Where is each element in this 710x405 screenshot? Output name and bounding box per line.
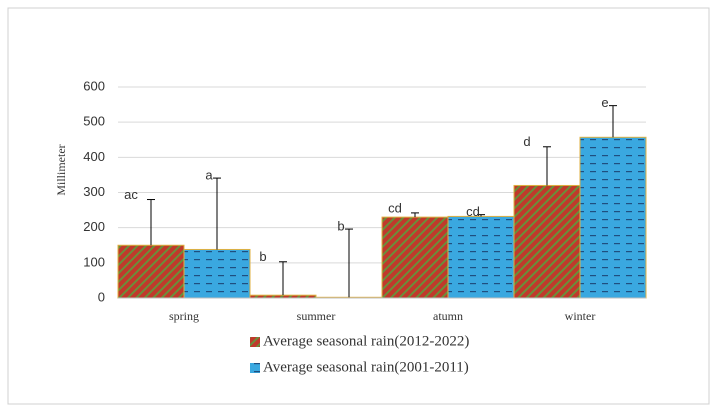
y-tick-label: 200 [83,219,105,234]
bar [513,184,581,299]
bar [183,248,251,299]
bar [447,215,515,299]
y-tick-label: 500 [83,114,105,129]
legend-swatch [250,337,260,347]
bar [579,136,647,299]
x-tick-label: atumn [433,309,463,323]
y-tick-label: 600 [83,78,105,93]
legend-label: Average seasonal rain(2012-2022) [263,333,469,349]
significance-letter: a [205,168,213,183]
y-axis-label: Millimeter [54,144,68,195]
significance-letter: e [601,95,608,110]
x-tick-label: summer [297,309,336,323]
x-tick-label: winter [565,309,596,323]
bar [381,216,449,299]
significance-letter: cd [466,204,480,219]
legend-label: Average seasonal rain(2001-2011) [263,359,469,375]
x-tick-label: spring [169,309,199,323]
significance-letter: d [523,134,530,149]
significance-letter: ac [124,187,138,202]
y-tick-label: 100 [83,254,105,269]
y-tick-label: 0 [98,289,105,304]
bar [117,244,185,299]
y-tick-label: 300 [83,184,105,199]
significance-letter: b [337,219,344,234]
significance-letter: cd [388,200,402,215]
significance-letter: b [259,249,266,264]
y-tick-label: 400 [83,149,105,164]
frame [7,7,710,405]
legend-swatch [250,363,260,373]
